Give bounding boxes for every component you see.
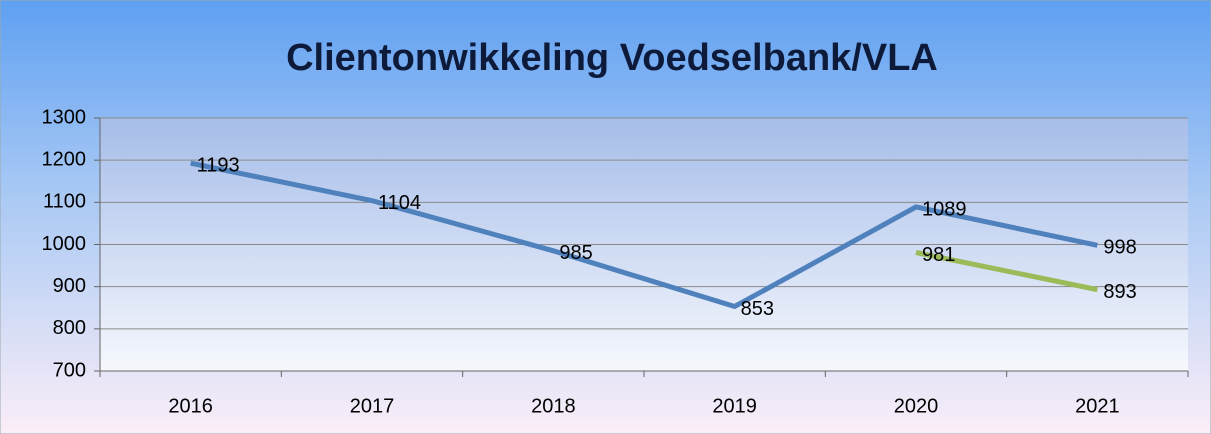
y-tick-label: 900 [53, 275, 86, 297]
chart-title: Clientonwikkeling Voedselbank/VLA [286, 37, 938, 79]
x-tick-label: 2019 [712, 395, 757, 417]
x-tick-label: 2018 [531, 395, 576, 417]
x-tick-label: 2020 [894, 395, 939, 417]
y-tick-label: 1100 [43, 191, 86, 213]
data-label: 1193 [197, 154, 240, 176]
x-tick-label: 2017 [350, 395, 395, 417]
y-tick-label: 1000 [42, 233, 87, 255]
x-tick-label: 2016 [168, 395, 213, 417]
data-label: 853 [741, 298, 774, 320]
data-label: 998 [1103, 237, 1136, 259]
data-label: 981 [922, 244, 955, 266]
series-line [915, 250, 1098, 293]
y-tick-label: 1200 [42, 148, 87, 170]
y-tick-label: 700 [53, 359, 86, 381]
y-tick-label: 1300 [42, 106, 87, 128]
data-label: 1089 [922, 198, 967, 220]
data-label: 985 [559, 242, 592, 264]
data-label: 893 [1103, 281, 1136, 303]
y-tick-label: 800 [53, 317, 86, 339]
x-tick-label: 2021 [1075, 395, 1120, 417]
series-line [190, 160, 1098, 309]
data-label: 1104 [378, 192, 421, 214]
